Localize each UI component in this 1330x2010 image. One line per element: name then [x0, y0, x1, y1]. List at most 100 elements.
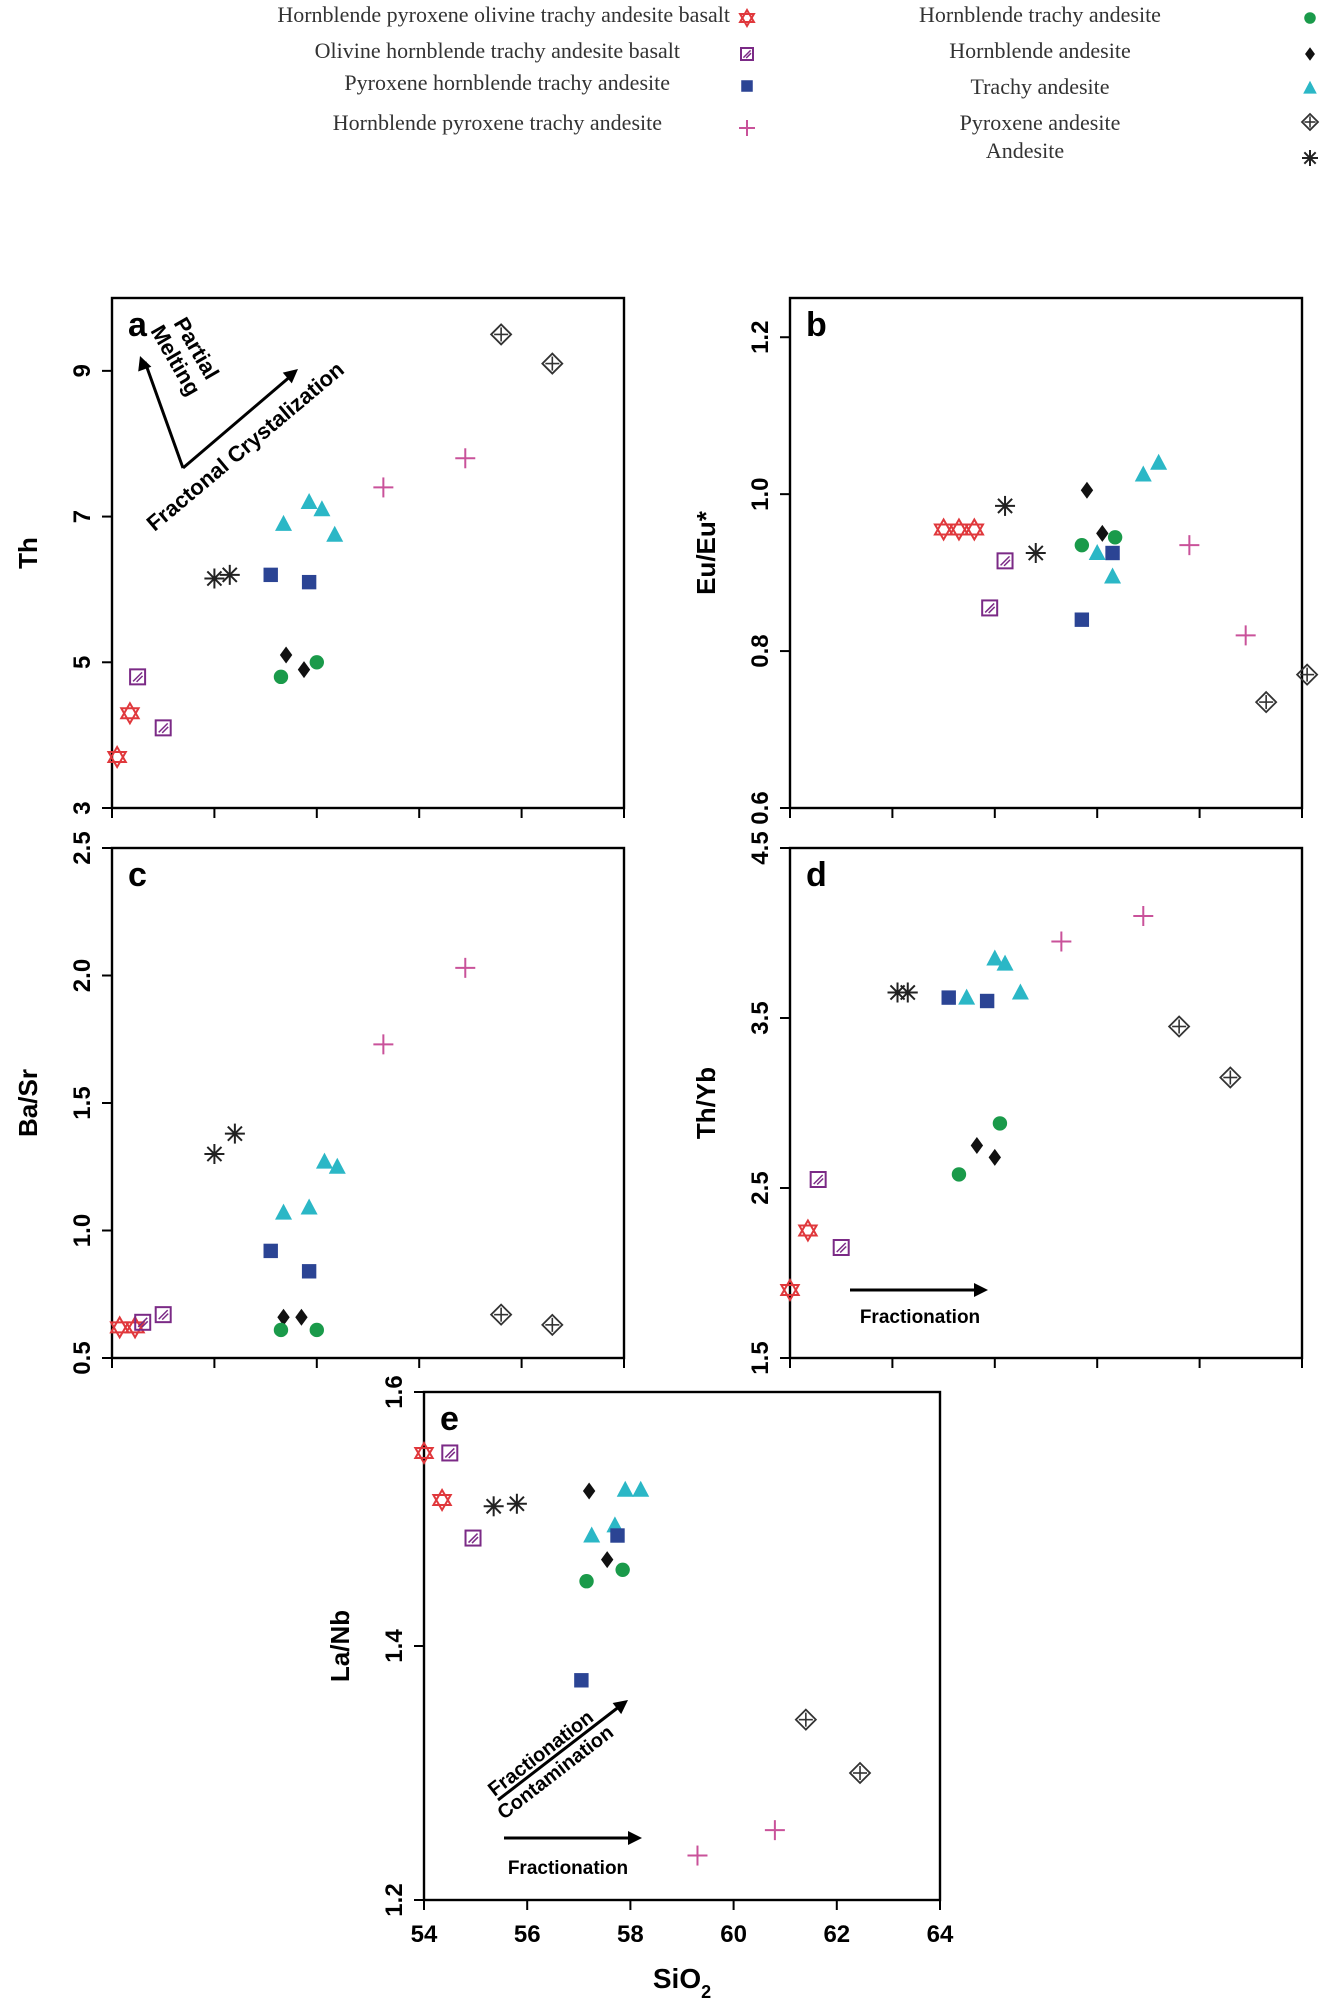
legend-label-hpotab: Hornblende pyroxene olivine trachy andes… — [277, 2, 730, 27]
y-tick-label: 3.5 — [747, 1001, 774, 1034]
point-ta — [313, 500, 331, 517]
y-tick-label: 5 — [69, 656, 96, 669]
y-tick-label: 1.4 — [381, 1629, 408, 1663]
y-tick-label: 1.0 — [747, 477, 774, 510]
panel-letter: a — [128, 306, 148, 344]
point-phta — [610, 1528, 625, 1543]
y-tick-label: 2.5 — [747, 1171, 774, 1204]
point-hpotab — [779, 1277, 801, 1303]
y-axis-label: Ba/Sr — [13, 1069, 43, 1137]
point-hta — [273, 1322, 289, 1338]
point-ta — [616, 1480, 634, 1497]
legend-label-phta: Pyroxene hornblende trachy andesite — [344, 70, 670, 95]
point-ta — [300, 1198, 318, 1215]
point-hpotab — [797, 1218, 819, 1243]
point-ta — [1011, 983, 1029, 1000]
point-ohtab — [129, 668, 147, 686]
point-ohtab — [809, 1171, 827, 1188]
legend-marker-ha — [1305, 47, 1315, 61]
legend-marker-hpotab — [738, 7, 756, 29]
point-hpotab — [933, 517, 954, 542]
point-ta — [300, 493, 318, 509]
point-phta — [941, 990, 956, 1005]
legend-marker-hpta — [739, 120, 755, 136]
x-axis-label: SiO2 — [653, 1963, 711, 2002]
point-hpotab — [106, 744, 128, 770]
y-tick-label: 0.6 — [747, 791, 774, 824]
plot-frame — [788, 296, 1304, 810]
point-pa — [541, 352, 564, 375]
point-pa — [1254, 690, 1278, 714]
point-hta — [992, 1116, 1008, 1131]
point-ta — [986, 949, 1004, 966]
y-axis-label: Eu/Eu* — [691, 510, 721, 595]
panel-letter: b — [806, 306, 827, 344]
fractionation-arrowhead — [974, 1283, 988, 1297]
legend-marker-phta — [741, 80, 753, 92]
point-hpotab — [119, 701, 141, 726]
y-tick-label: 1.5 — [69, 1086, 96, 1119]
point-pa — [489, 1303, 513, 1326]
legend-label-ha: Hornblende andesite — [949, 38, 1131, 63]
point-ta — [275, 1203, 293, 1220]
point-ha — [582, 1482, 596, 1500]
point-hpta — [455, 957, 476, 978]
point-ha — [1096, 524, 1109, 542]
point-ta — [315, 1152, 333, 1169]
point-ta — [958, 988, 976, 1005]
point-ta — [1134, 465, 1152, 482]
point-ta — [606, 1516, 624, 1533]
annotation-fractionation-contamination: FractionationContamination — [479, 1702, 618, 1824]
point-hpta — [1051, 931, 1072, 952]
point-phta — [263, 1243, 278, 1259]
point-ohtab — [832, 1239, 850, 1256]
point-andesite — [887, 982, 908, 1003]
point-ha — [279, 646, 293, 664]
panel-letter: e — [440, 1400, 459, 1438]
y-tick-label: 1.2 — [747, 321, 774, 354]
y-axis-label: La/Nb — [325, 1610, 355, 1682]
legend-label-hta: Hornblende trachy andesite — [919, 2, 1161, 27]
point-andesite — [204, 1144, 225, 1164]
point-hpta — [1179, 535, 1200, 556]
point-ta — [1104, 567, 1122, 584]
point-pa — [1167, 1015, 1191, 1038]
partial-melting-arrow — [143, 361, 185, 469]
point-hpta — [764, 1820, 785, 1841]
y-axis-label: Th — [13, 537, 43, 569]
point-hpotab — [963, 517, 985, 542]
point-phta — [263, 567, 278, 583]
point-ohtab — [996, 552, 1014, 570]
point-andesite — [995, 495, 1016, 516]
y-axis-label: Th/Yb — [691, 1067, 721, 1139]
plot-frame — [110, 846, 626, 1360]
y-tick-label: 1.2 — [381, 1883, 408, 1916]
point-pa — [794, 1708, 818, 1731]
point-ha — [297, 661, 311, 679]
legend-marker-ta — [1303, 80, 1317, 94]
annotation-fractional-crystalization: Fractonal Crystalization — [142, 357, 349, 536]
point-andesite — [1025, 543, 1046, 563]
point-hpta — [1235, 625, 1256, 646]
point-hpta — [687, 1845, 708, 1866]
legend-label-andesite: Andesite — [985, 138, 1065, 163]
y-tick-label: 0.5 — [69, 1341, 96, 1374]
point-ohtab — [981, 599, 999, 617]
point-phta — [574, 1673, 589, 1688]
fractionation-contamination-arrow — [497, 1704, 621, 1802]
point-hpotab — [431, 1487, 453, 1512]
point-ta — [328, 1157, 346, 1174]
x-tick-label: 64 — [927, 1921, 954, 1948]
point-hta — [309, 655, 324, 670]
point-ha — [988, 1148, 1001, 1166]
point-ohtab — [464, 1529, 482, 1547]
point-ha — [970, 1137, 984, 1154]
y-tick-label: 9 — [69, 364, 96, 377]
point-hta — [951, 1167, 967, 1182]
point-ha — [295, 1308, 308, 1326]
legend-label-hpta: Hornblende pyroxene trachy andesite — [332, 110, 662, 135]
plot-frame — [110, 296, 626, 810]
